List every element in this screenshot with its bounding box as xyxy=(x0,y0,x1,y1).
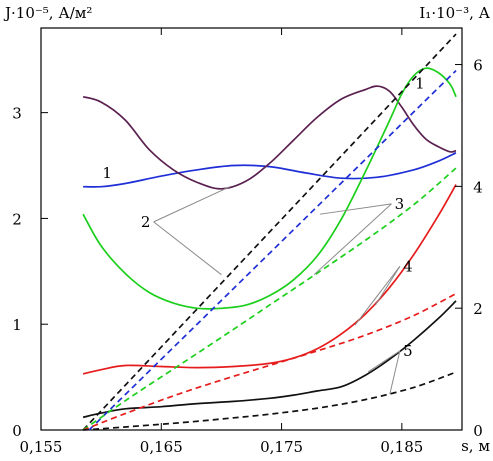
annotation-leader xyxy=(389,350,401,395)
series-line-4-current xyxy=(82,292,457,431)
plot-frame xyxy=(40,27,463,431)
curve-number-label: 5 xyxy=(403,342,413,360)
ticks-layer: 0,155 0,165 0,175 0,185 0 1 2 3 0 2 4 6 xyxy=(12,28,483,456)
series-line-2-density xyxy=(82,85,457,190)
x-tick-label: 0,155 xyxy=(20,438,63,456)
annotation-leader xyxy=(319,203,392,215)
curve-number-label: 4 xyxy=(403,257,413,275)
annotation-leader xyxy=(153,186,231,223)
y-right-tick-label: 6 xyxy=(473,57,483,75)
series-line-4-density xyxy=(82,184,457,375)
y-right-tick-label: 0 xyxy=(473,422,483,440)
x-tick-label: 0,185 xyxy=(380,438,423,456)
x-tick-label: 0,175 xyxy=(260,438,303,456)
x-axis-title: s, м xyxy=(461,437,490,455)
annotation-leader xyxy=(367,350,401,373)
y-right-tick-label: 2 xyxy=(473,300,483,318)
y-right-axis-title: I₁·10⁻³, А xyxy=(419,4,490,22)
curve-number-label: 1 xyxy=(102,164,112,182)
y-right-tick-label: 4 xyxy=(473,178,483,196)
y-left-tick-label: 2 xyxy=(12,210,22,228)
curve-number-label: 2 xyxy=(141,213,151,231)
series-line-1-density xyxy=(83,152,457,188)
y-left-tick-label: 0 xyxy=(12,422,22,440)
y-left-tick-label: 1 xyxy=(12,316,22,334)
x-tick-label: 0,165 xyxy=(140,438,183,456)
y-left-tick-label: 3 xyxy=(12,105,22,123)
curve-number-label: 3 xyxy=(395,195,405,213)
annotation-leader xyxy=(374,266,401,306)
axes-layer xyxy=(40,27,463,431)
annotation-leader xyxy=(313,203,392,276)
series-line-5-density xyxy=(82,300,457,419)
annotation-leader xyxy=(354,266,401,326)
series-line-3-current xyxy=(82,167,457,431)
series-line-1-current xyxy=(88,69,457,431)
series-line-2-current xyxy=(82,33,457,431)
curve-number-label: 1 xyxy=(415,74,425,92)
annotation-leader xyxy=(153,221,222,276)
series-line-3-density xyxy=(82,67,457,310)
series-layer xyxy=(82,33,457,431)
annotation-layer: 1 1 2 3 4 5 xyxy=(102,74,425,395)
y-left-axis-title: J·10⁻⁵, А/м² xyxy=(3,4,92,22)
